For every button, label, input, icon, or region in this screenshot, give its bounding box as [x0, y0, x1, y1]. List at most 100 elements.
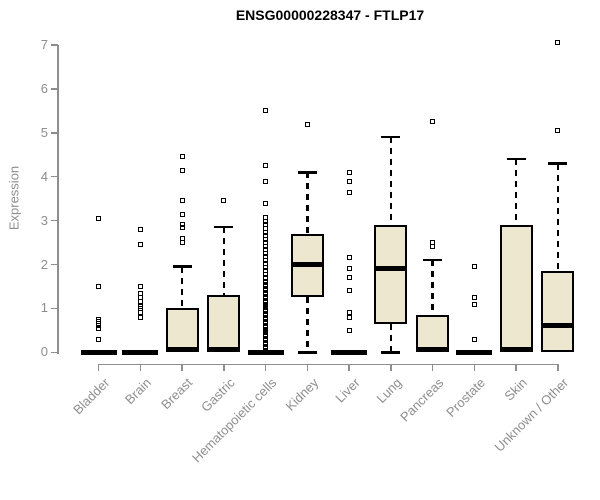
x-axis-tick [306, 363, 309, 371]
upper-whisker-cap [172, 265, 192, 268]
outlier-point [471, 301, 477, 307]
outlier-point [430, 119, 436, 125]
outlier-point [346, 255, 352, 261]
outlier-point [263, 178, 269, 184]
x-axis-tick [97, 363, 100, 371]
outlier-point [346, 169, 352, 175]
upper-whisker-cap [214, 225, 234, 229]
lower-whisker [389, 323, 393, 353]
outlier-point [346, 178, 352, 184]
outlier-point [555, 40, 561, 46]
outlier-point [137, 294, 143, 300]
box-lung [374, 224, 408, 324]
y-axis-tick [51, 175, 58, 178]
median-line [207, 347, 241, 353]
y-axis-tick-label: 5 [40, 124, 48, 140]
x-axis-category-label: Prostate [443, 375, 489, 420]
y-axis-tick [51, 44, 58, 46]
y-axis-tick-label: 1 [40, 300, 48, 316]
x-axis-tick [473, 363, 476, 371]
upper-whisker-cap [297, 171, 317, 174]
outlier-point [346, 266, 352, 272]
x-axis-tick [139, 363, 142, 371]
x-axis-tick [390, 363, 392, 371]
outlier-point [96, 215, 101, 221]
y-axis-tick-label: 3 [40, 212, 48, 228]
outlier-point [137, 242, 143, 248]
y-axis-tick [51, 219, 58, 222]
x-axis-category-label: Gastric [197, 375, 238, 415]
median-line [290, 262, 324, 267]
outlier-point [137, 314, 143, 320]
y-axis-line [57, 45, 59, 354]
collapsed-box-liver [331, 349, 368, 355]
outlier-point [137, 310, 143, 316]
chart-title: ENSG00000228347 - FTLP17 [235, 7, 425, 23]
outlier-point [263, 163, 269, 169]
outlier-point [346, 314, 352, 320]
outlier-point [346, 189, 352, 195]
upper-whisker-cap [381, 135, 401, 139]
outlier-point [137, 303, 143, 309]
x-axis-category-label: Unknown / Other [492, 375, 572, 455]
outlier-point [96, 316, 101, 322]
box-unknown-other [541, 271, 575, 353]
x-axis-tick [223, 363, 225, 371]
x-axis-category-label: Pancreas [396, 375, 447, 425]
x-axis-tick [181, 363, 183, 371]
outlier-point [137, 299, 143, 305]
box-skin [499, 224, 533, 353]
y-axis-tick-label: 6 [40, 80, 48, 96]
outlier-point [96, 336, 101, 342]
upper-whisker [389, 137, 393, 225]
outlier-point [137, 290, 143, 296]
outlier-point [96, 283, 101, 289]
box-pancreas [416, 314, 450, 353]
outlier-point [179, 222, 185, 228]
y-axis-tick-label: 2 [40, 256, 48, 272]
y-axis-tick [51, 307, 58, 310]
x-axis-category-label: Liver [332, 375, 363, 406]
x-axis-category-label: Kidney [282, 375, 321, 414]
median-line [541, 323, 575, 329]
x-axis-category-label: Bladder [69, 375, 113, 418]
collapsed-box-brain [122, 349, 159, 355]
upper-whisker [222, 227, 226, 296]
outlier-point [179, 235, 185, 241]
y-axis-tick [51, 263, 58, 266]
x-axis-line [97, 363, 559, 365]
y-axis-tick-label: 0 [40, 344, 48, 360]
median-line [374, 266, 408, 272]
x-axis-tick [515, 363, 517, 371]
outlier-point [263, 108, 269, 114]
outlier-point [179, 154, 185, 160]
outlier-point [179, 240, 185, 246]
upper-whisker-cap [423, 258, 443, 262]
upper-whisker-cap [506, 157, 526, 161]
x-axis-tick [348, 363, 350, 371]
x-axis-category-label: Lung [373, 375, 405, 407]
upper-whisker [514, 159, 518, 225]
outlier-point [179, 211, 185, 217]
upper-whisker [306, 172, 309, 234]
outlier-point [346, 275, 352, 281]
outlier-point [346, 327, 352, 333]
x-axis-category-label: Brain [121, 375, 154, 408]
y-axis-tick-label: 7 [40, 37, 48, 52]
lower-whisker [306, 297, 309, 353]
outlier-point [263, 200, 269, 206]
outlier-point [471, 294, 477, 300]
outlier-point [471, 264, 477, 270]
outlier-point [304, 121, 310, 127]
box-gastric [207, 295, 241, 353]
outlier-point [430, 240, 436, 246]
lower-whisker-cap [297, 351, 317, 354]
outlier-point [137, 226, 143, 232]
lower-whisker-cap [381, 351, 401, 354]
outlier-point [179, 198, 185, 204]
upper-whisker-cap [548, 162, 568, 165]
outlier-point [137, 283, 143, 289]
x-axis-tick [431, 363, 434, 371]
upper-whisker [556, 163, 560, 272]
